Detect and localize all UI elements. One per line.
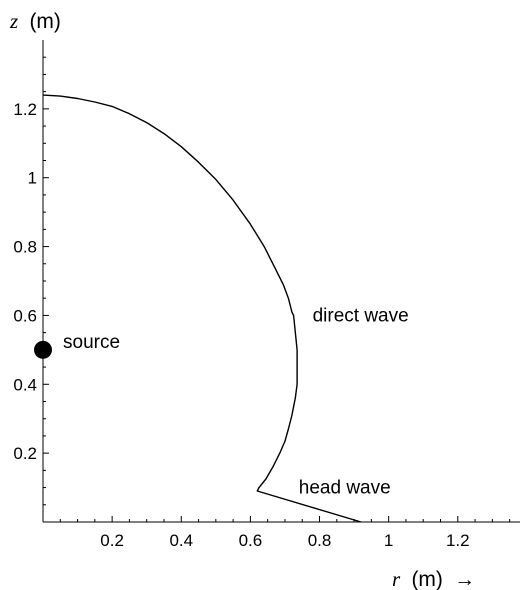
plot-area: source direct wave head wave <box>34 94 409 523</box>
axes: 0.2 0.4 0.6 0.8 1 1.2 0.2 0.4 0.6 0.8 1 1.2 <box>13 40 520 550</box>
y-tick-label: 0.4 <box>13 375 37 394</box>
wave-annotation: head wave <box>299 478 391 499</box>
source-label: source <box>63 332 120 353</box>
x-axis-title: r (m) → <box>392 567 475 590</box>
x-axis-variable: r <box>392 567 401 590</box>
y-axis-variable: z <box>9 9 18 33</box>
y-tick-label: 1 <box>28 169 37 188</box>
y-tick-label: 0.2 <box>13 444 37 463</box>
y-axis-title: z (m) <box>9 9 61 33</box>
y-tick-label: 1.2 <box>13 100 37 119</box>
x-tick-label: 0.8 <box>308 531 332 550</box>
y-tick-label: 0.6 <box>13 306 37 325</box>
x-axis-unit: (m) <box>411 568 442 590</box>
y-axis-unit: (m) <box>29 10 60 33</box>
wavefront-line <box>42 94 362 523</box>
x-axis-arrow: → <box>454 568 475 590</box>
x-tick-label: 0.2 <box>100 531 124 550</box>
x-tick-label: 0.6 <box>239 531 263 550</box>
source-point <box>34 340 52 359</box>
y-tick-label: 0.8 <box>13 238 37 257</box>
x-tick-label: 0.4 <box>169 531 193 550</box>
wave-annotation: direct wave <box>313 305 409 326</box>
x-tick-label: 1.2 <box>446 531 470 550</box>
x-tick-label: 1 <box>384 531 393 550</box>
